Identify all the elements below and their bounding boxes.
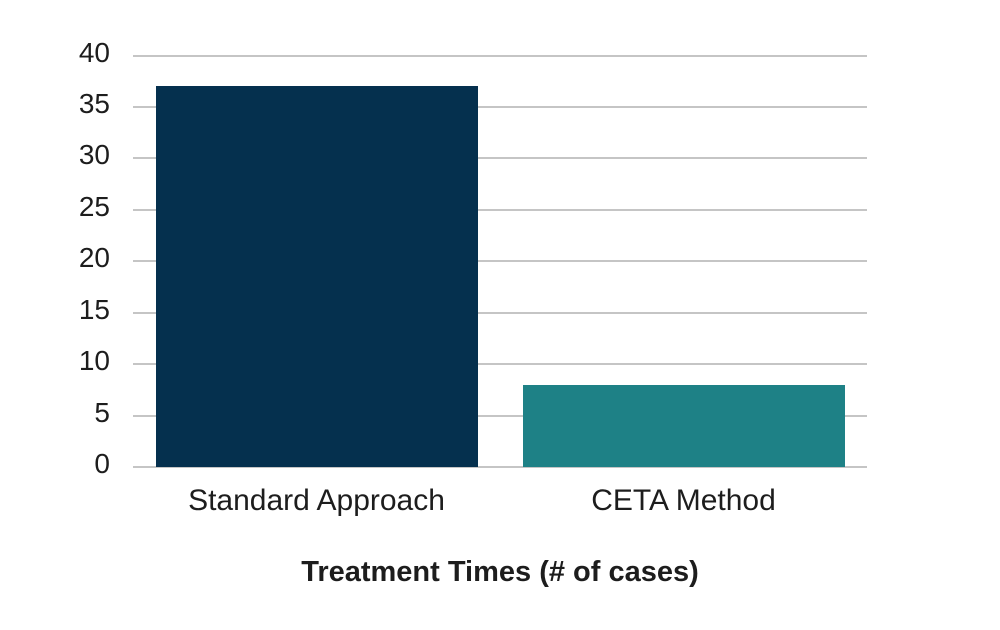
y-axis-tick-label: 0 <box>94 448 110 479</box>
y-axis-tick-label: 20 <box>78 242 110 274</box>
bar-ceta-method <box>522 384 845 467</box>
gridline <box>133 157 867 160</box>
gridline <box>133 54 867 57</box>
gridline <box>133 105 867 108</box>
y-axis-tick-label: 10 <box>78 345 110 377</box>
gridline <box>133 260 867 263</box>
chart-title: Treatment Times (# of cases) <box>301 556 699 588</box>
y-axis-tick-label: 40 <box>78 36 110 68</box>
x-axis-category-label: Standard Approach <box>188 484 445 517</box>
bar-standard-approach <box>155 86 478 467</box>
y-axis-tick-label: 25 <box>78 190 110 222</box>
gridline <box>133 466 867 468</box>
gridline <box>133 208 867 211</box>
y-axis-tick-label: 15 <box>78 293 110 325</box>
gridline <box>133 363 867 366</box>
gridline <box>133 414 867 417</box>
x-axis-category-label: CETA Method <box>591 484 776 517</box>
y-axis-tick-label: 5 <box>94 396 110 428</box>
y-axis-tick-label: 30 <box>78 139 110 171</box>
y-axis-tick-label: 35 <box>78 87 110 119</box>
gridline <box>133 311 867 314</box>
